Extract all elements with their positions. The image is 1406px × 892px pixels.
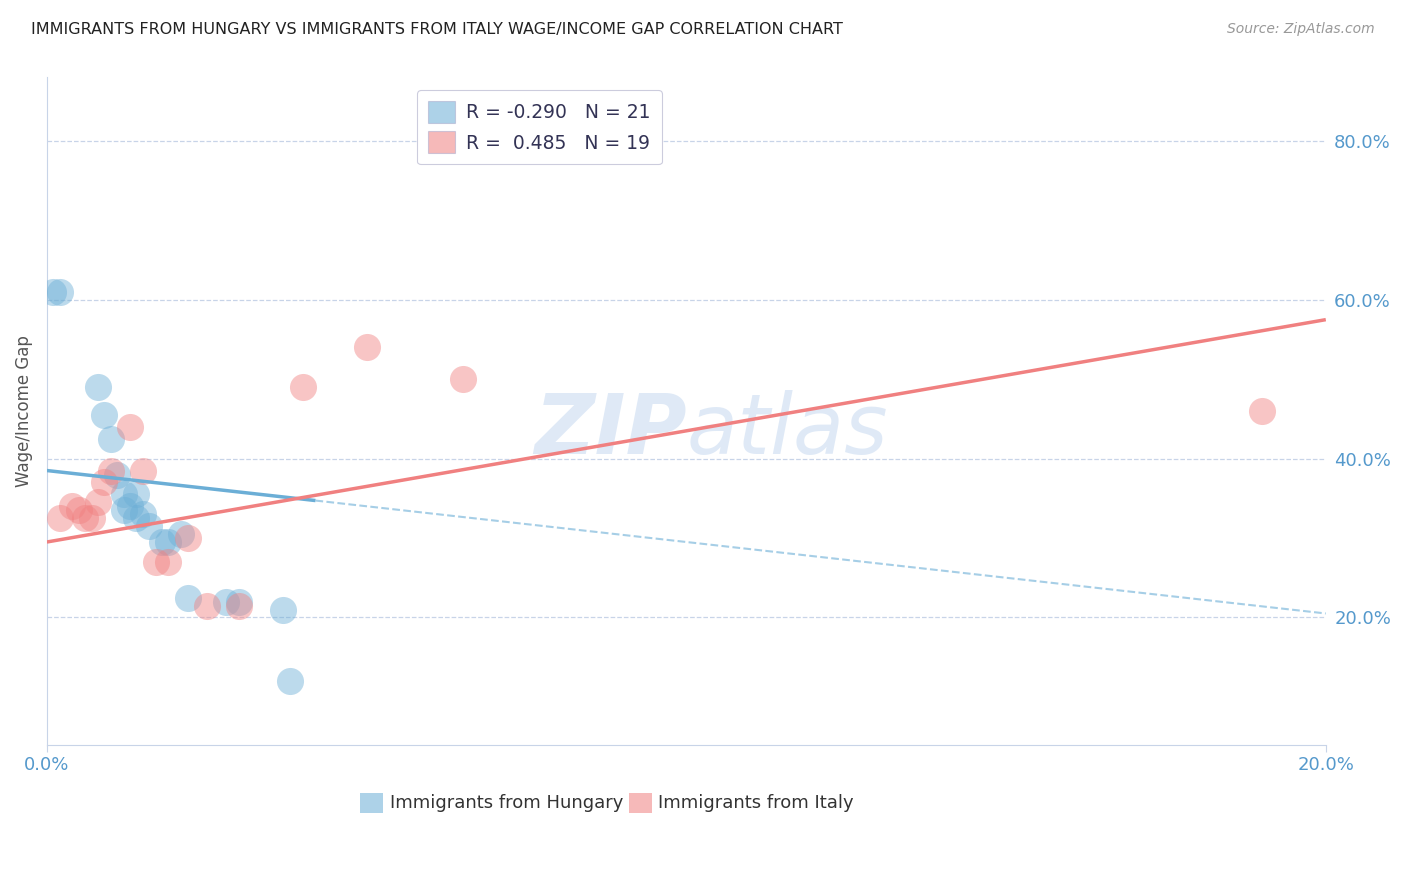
Point xyxy=(105,467,128,482)
Point xyxy=(125,511,148,525)
Point xyxy=(132,507,155,521)
Point xyxy=(132,464,155,478)
Point xyxy=(157,555,180,569)
Point xyxy=(67,503,90,517)
Point xyxy=(278,673,301,688)
Point xyxy=(100,464,122,478)
Point xyxy=(48,511,70,525)
Point xyxy=(118,420,141,434)
Point xyxy=(112,487,135,501)
Point xyxy=(176,531,198,545)
Point xyxy=(170,527,193,541)
Point xyxy=(291,380,314,394)
Point xyxy=(145,555,167,569)
Point xyxy=(100,432,122,446)
Point xyxy=(356,341,378,355)
Point xyxy=(48,285,70,299)
Point xyxy=(118,500,141,514)
Point xyxy=(195,599,218,613)
Point xyxy=(93,475,115,490)
Text: ZIP: ZIP xyxy=(534,391,686,472)
Point xyxy=(80,511,103,525)
Point xyxy=(138,519,160,533)
FancyBboxPatch shape xyxy=(628,792,652,813)
Y-axis label: Wage/Income Gap: Wage/Income Gap xyxy=(15,335,32,487)
Point xyxy=(215,594,238,608)
Text: atlas: atlas xyxy=(686,391,889,472)
Text: IMMIGRANTS FROM HUNGARY VS IMMIGRANTS FROM ITALY WAGE/INCOME GAP CORRELATION CHA: IMMIGRANTS FROM HUNGARY VS IMMIGRANTS FR… xyxy=(31,22,842,37)
Point xyxy=(1250,404,1272,418)
Text: Immigrants from Hungary: Immigrants from Hungary xyxy=(389,794,623,812)
Legend: R = -0.290   N = 21, R =  0.485   N = 19: R = -0.290 N = 21, R = 0.485 N = 19 xyxy=(418,90,661,164)
Point xyxy=(93,408,115,422)
Point xyxy=(176,591,198,605)
Point xyxy=(228,599,250,613)
Point xyxy=(273,602,295,616)
Point xyxy=(87,495,110,509)
FancyBboxPatch shape xyxy=(360,792,384,813)
Text: Immigrants from Italy: Immigrants from Italy xyxy=(658,794,853,812)
Point xyxy=(112,503,135,517)
Point xyxy=(75,511,97,525)
Point xyxy=(150,535,173,549)
Point xyxy=(451,372,474,386)
Point xyxy=(157,535,180,549)
Point xyxy=(42,285,65,299)
Point xyxy=(125,487,148,501)
Point xyxy=(62,500,84,514)
Point xyxy=(228,594,250,608)
Text: Source: ZipAtlas.com: Source: ZipAtlas.com xyxy=(1227,22,1375,37)
Point xyxy=(87,380,110,394)
